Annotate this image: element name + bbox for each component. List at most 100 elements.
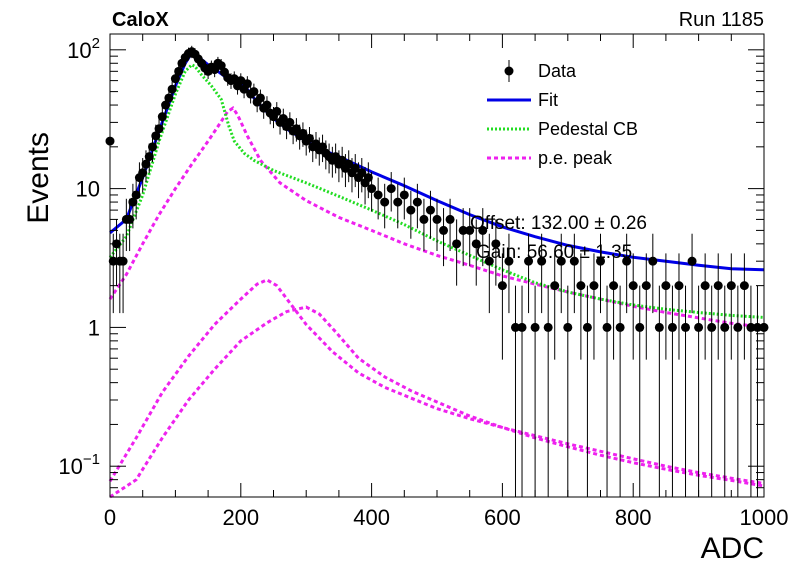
data-marker [291, 124, 301, 134]
data-point [628, 253, 638, 360]
data-marker [425, 205, 435, 215]
data-marker [157, 112, 167, 122]
legend-label: Data [538, 61, 577, 81]
data-point [373, 177, 383, 220]
data-marker [393, 197, 403, 207]
data-point [556, 233, 566, 314]
data-marker [255, 93, 265, 103]
data-point [524, 233, 534, 314]
data-point [733, 285, 743, 497]
y-axis-title: Events [22, 132, 55, 224]
data-marker [622, 256, 632, 266]
y-tick-base: 10 [58, 454, 82, 479]
y-tick-base: 1 [88, 315, 100, 340]
data-marker [524, 256, 534, 266]
data-marker [550, 281, 560, 291]
data-points-layer [105, 45, 769, 497]
data-marker [458, 225, 468, 235]
y-tick-base: 10 [67, 38, 91, 63]
data-marker [602, 322, 612, 332]
data-point [667, 285, 677, 497]
data-marker [530, 322, 540, 332]
data-marker [713, 281, 723, 291]
data-point [681, 285, 691, 497]
data-marker [344, 159, 354, 169]
x-tick-label: 1000 [740, 505, 789, 530]
data-point [432, 198, 442, 252]
data-point [504, 233, 514, 314]
data-marker [563, 322, 573, 332]
data-point [622, 233, 632, 314]
data-marker [373, 190, 383, 200]
data-marker [661, 281, 671, 291]
data-marker [432, 214, 442, 224]
data-marker [161, 100, 171, 110]
data-marker [739, 281, 749, 291]
x-axis-ticks: 0 200 400 600 800 1000 [104, 34, 789, 530]
data-marker [497, 281, 507, 291]
data-point [687, 233, 697, 314]
data-marker [138, 168, 148, 178]
data-point [393, 183, 403, 229]
legend-label: Fit [538, 90, 558, 110]
data-point [128, 183, 138, 229]
data-point [367, 172, 377, 212]
data-marker [635, 322, 645, 332]
legend-item: p.e. peak [487, 148, 613, 168]
data-point [255, 89, 265, 108]
data-point [497, 253, 507, 360]
fit-gain-text: Gain: 56.60 ± 1.35 [476, 242, 632, 263]
data-point [720, 285, 730, 497]
data-marker [380, 197, 390, 207]
data-point [337, 146, 347, 178]
data-marker [648, 256, 658, 266]
data-point [386, 172, 396, 212]
data-marker [367, 184, 377, 194]
data-point [589, 253, 599, 360]
data-point [350, 154, 360, 188]
x-tick-label: 800 [615, 505, 652, 530]
data-point [125, 198, 135, 252]
data-point [543, 285, 553, 497]
data-point [439, 208, 449, 267]
data-marker [726, 281, 736, 291]
data-marker [478, 225, 488, 235]
x-tick-label: 200 [222, 505, 259, 530]
data-marker [596, 256, 605, 266]
data-point [242, 76, 252, 93]
data-marker [628, 281, 638, 291]
data-marker [504, 256, 514, 266]
data-marker [406, 205, 416, 215]
legend-marker [504, 66, 514, 76]
y-tick-label: 1 [88, 315, 100, 340]
y-tick-label: 102 [67, 35, 100, 63]
legend: Data Fit Pedestal CB p.e. peak [487, 60, 638, 168]
data-point [530, 285, 540, 497]
data-marker [154, 124, 164, 134]
data-point [582, 285, 592, 497]
data-marker [363, 173, 373, 183]
data-marker [694, 322, 704, 332]
x-tick-label: 400 [353, 505, 390, 530]
data-point [615, 285, 625, 497]
data-marker [733, 322, 743, 332]
data-marker [674, 281, 684, 291]
data-point [154, 118, 164, 142]
y-tick-label: 10 [76, 177, 100, 202]
data-marker [609, 281, 619, 291]
data-marker [569, 256, 579, 266]
data-marker [125, 214, 135, 224]
data-point [654, 285, 664, 497]
data-point [648, 233, 658, 314]
data-point [569, 233, 579, 314]
data-marker [118, 256, 128, 266]
data-point [465, 208, 475, 267]
pe-peak-curve-1 [108, 106, 765, 329]
data-point [272, 102, 282, 123]
legend-label: Pedestal CB [538, 119, 638, 139]
data-marker [174, 66, 184, 76]
data-point [602, 285, 612, 497]
data-point [661, 253, 671, 360]
